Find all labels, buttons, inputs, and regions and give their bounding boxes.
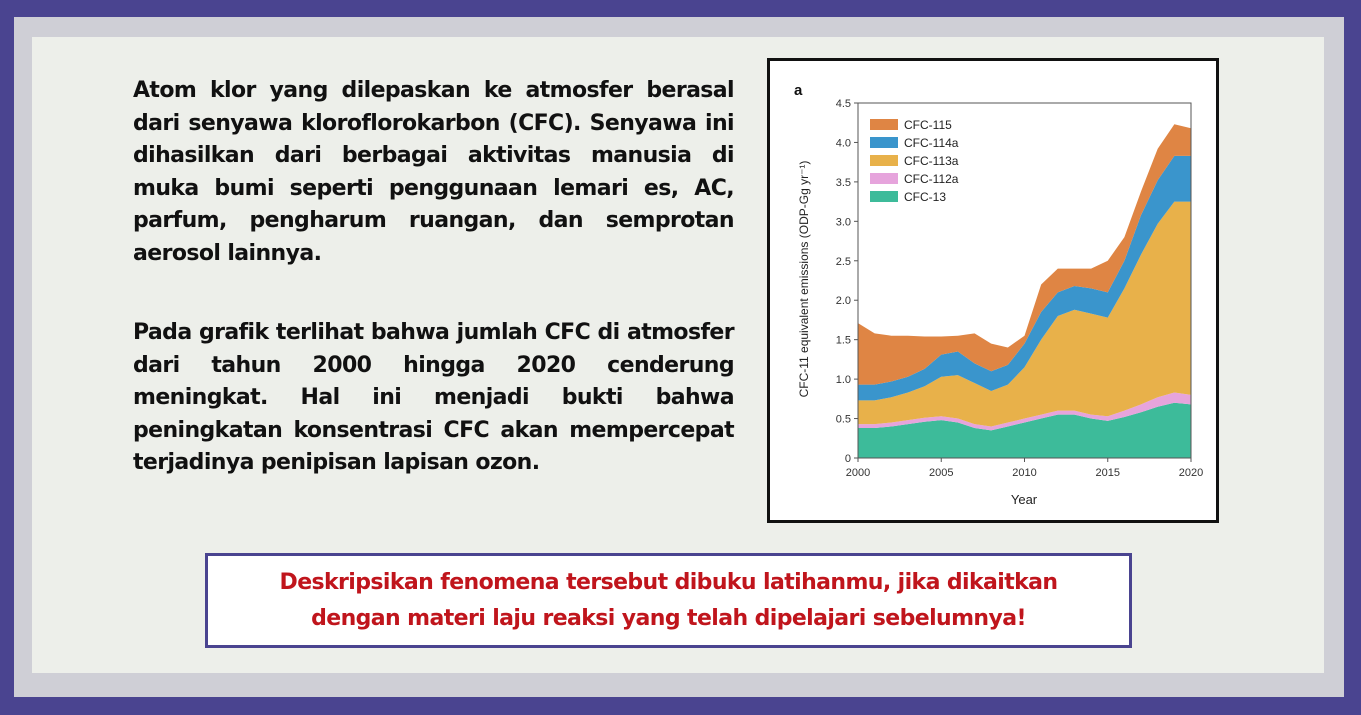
- legend-label: CFC-115: [904, 118, 952, 132]
- x-tick-label: 2020: [1179, 467, 1203, 479]
- legend-swatch: [870, 119, 898, 130]
- legend-label: CFC-112a: [904, 172, 959, 186]
- legend-label: CFC-114a: [904, 136, 959, 150]
- y-tick-label: 3.5: [836, 177, 851, 189]
- y-axis-label: CFC-11 equivalent emissions (ODP-Gg yr⁻¹…: [797, 161, 811, 398]
- legend-swatch: [870, 191, 898, 202]
- legend-label: CFC-13: [904, 190, 946, 204]
- x-tick-label: 2000: [846, 467, 870, 479]
- question-line-1: Deskripsikan fenomena tersebut dibuku la…: [279, 569, 1059, 595]
- y-tick-label: 1.0: [836, 374, 851, 386]
- y-tick-label: 1.5: [836, 335, 851, 347]
- area-cfc-115: [858, 124, 1191, 385]
- area-cfc-113a: [858, 201, 1191, 427]
- question-line-2: dengan materi laju reaksi yang telah dip…: [311, 605, 1026, 631]
- explanation-paragraph: Pada grafik terlihat bahwa jumlah CFC di…: [133, 320, 735, 475]
- legend-label: CFC-113a: [904, 154, 959, 168]
- intro-paragraph: Atom klor yang dilepaskan ke atmosfer be…: [133, 78, 735, 266]
- x-axis-label: Year: [1011, 492, 1038, 507]
- area-cfc-13: [858, 402, 1191, 458]
- legend-swatch: [870, 137, 898, 148]
- question-box: Deskripsikan fenomena tersebut dibuku la…: [205, 553, 1132, 648]
- x-tick-label: 2015: [1096, 467, 1120, 479]
- legend-swatch: [870, 155, 898, 166]
- y-tick-label: 0.5: [836, 414, 851, 426]
- y-tick-label: 3.0: [836, 216, 851, 228]
- y-tick-label: 2.5: [836, 256, 851, 268]
- chart-frame: a 0 0.5 1.0 1.5 2.0 2.5 3.0 3.5 4.0 4.5 2000 2005 2…: [767, 58, 1219, 523]
- panel-label: a: [794, 82, 803, 99]
- area-cfc-112a: [858, 392, 1191, 431]
- y-tick-label: 4.5: [836, 98, 851, 110]
- cfc-emissions-chart: a 0 0.5 1.0 1.5 2.0 2.5 3.0 3.5 4.0 4.5 2000 2005 2…: [794, 82, 1203, 507]
- legend-swatch: [870, 173, 898, 184]
- y-tick-label: 4.0: [836, 137, 851, 149]
- x-tick-label: 2005: [929, 467, 953, 479]
- x-tick-label: 2010: [1012, 467, 1036, 479]
- y-tick-label: 0: [845, 453, 851, 465]
- question-text: Deskripsikan fenomena tersebut dibuku la…: [279, 565, 1059, 637]
- y-tick-label: 2.0: [836, 295, 851, 307]
